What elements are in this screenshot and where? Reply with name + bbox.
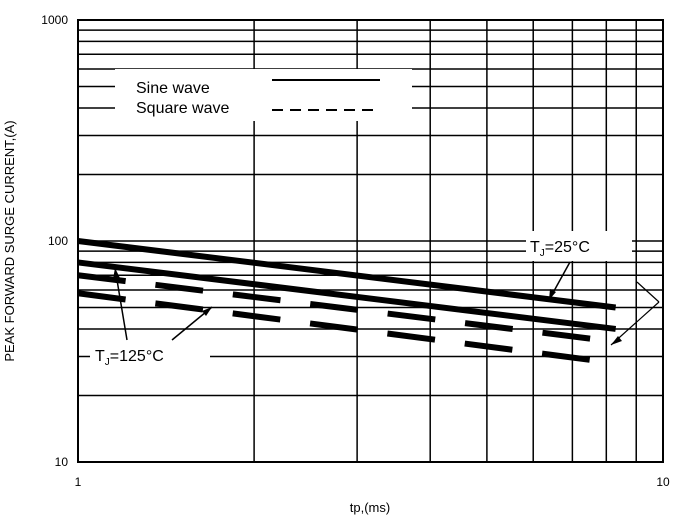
series-line-2 (77, 259, 617, 332)
legend: Sine wave Square wave (115, 69, 412, 121)
tick-labels: 1000 100 10 1 10 (41, 13, 670, 489)
x-tick-label: 10 (656, 475, 670, 489)
series-line-3 (77, 272, 617, 345)
x-axis-title: tp,(ms) (350, 500, 390, 515)
y-tick-label: 1000 (41, 13, 68, 27)
legend-box (115, 69, 412, 121)
y-tick-label: 10 (55, 455, 69, 469)
y-axis-title: PEAK FORWARD SURGE CURRENT,(A) (2, 120, 17, 361)
series-line-4 (77, 290, 617, 367)
arrow-125c-right-head (202, 307, 212, 316)
annotation-box-125c (90, 340, 210, 370)
arrow-125c-left-shaft (114, 267, 128, 341)
arrow-25c-lower-head (611, 336, 622, 345)
y-tick-label: 100 (48, 234, 68, 248)
annotations: TJ=25°C TJ=125°C (90, 231, 660, 370)
series-line-1 (77, 238, 617, 311)
series-lines (77, 238, 617, 367)
annotation-box-25c (526, 231, 632, 261)
legend-label-sine: Sine wave (136, 80, 210, 97)
arrow-125c-left-head (113, 268, 120, 279)
plot-frame (77, 19, 664, 463)
legend-label-square: Square wave (136, 100, 229, 117)
arrow-25c-side1 (636, 281, 660, 303)
x-tick-label: 1 (75, 475, 82, 489)
annotation-tj-25c: TJ=25°C (530, 239, 590, 259)
annotation-tj-125c: TJ=125°C (95, 348, 164, 368)
arrow-25c-upper-head (549, 289, 556, 300)
